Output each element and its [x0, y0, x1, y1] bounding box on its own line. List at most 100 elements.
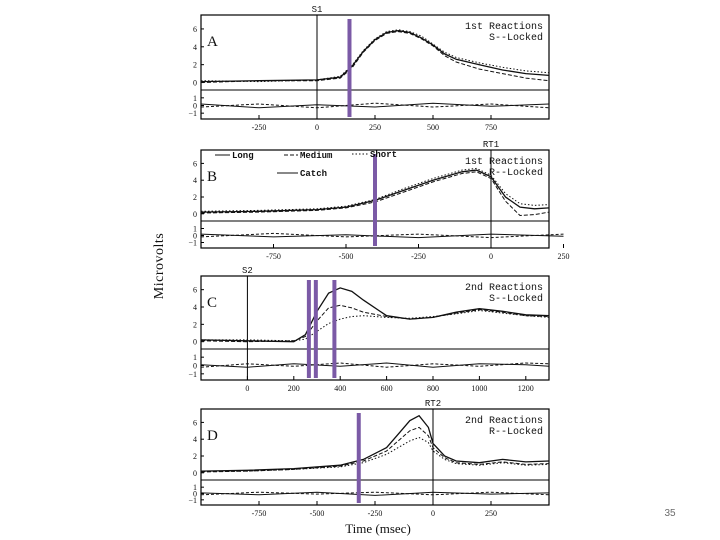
- panel-d-title-line2: R--Locked: [489, 426, 543, 438]
- slide-number: 35: [664, 508, 676, 519]
- panel-c-xtick-label: 1200: [518, 384, 534, 393]
- panel-a-upper-ytick-label: 4: [193, 43, 197, 52]
- legend-label-long: Long: [232, 151, 254, 161]
- panel-a-title-line2: S--Locked: [489, 32, 543, 44]
- legend-label-short: Short: [370, 150, 397, 160]
- panel-b-title-line2: R--Locked: [489, 167, 543, 179]
- panel-d-upper-ytick-label: 6: [193, 418, 197, 427]
- panel-c-latency-marker: [313, 280, 318, 378]
- panel-b-upper-ytick-label: 4: [193, 176, 197, 185]
- panel-d-xtick-label: 250: [485, 509, 497, 518]
- panel-a-title-line1: 1st Reactions: [465, 21, 543, 33]
- panel-b-lower-ytick-label: 0: [193, 232, 197, 241]
- panel-d-xtick-label: 0: [431, 509, 435, 518]
- panel-a-event-label: S1: [312, 5, 323, 15]
- panel-d-upper-ytick-label: 2: [193, 452, 197, 461]
- panel-d-upper-series-line: [200, 414, 550, 472]
- panel-a-lower-ytick-label: 0: [193, 102, 197, 111]
- panel-c-xtick-label: 1000: [471, 384, 487, 393]
- panel-d-title-line1: 2nd Reactions: [465, 415, 543, 427]
- panel-a-xtick-label: 750: [485, 123, 497, 132]
- panel-a-lower-series-line: [200, 102, 550, 109]
- panel-c-lower-ytick-label: 0: [193, 362, 197, 371]
- panel-a-lower-ytick-label: 1: [193, 94, 197, 103]
- panel-a-lower-series-line: [200, 102, 550, 109]
- panel-a-letter: A: [207, 34, 218, 50]
- panel-d-xtick-label: -250: [368, 509, 383, 518]
- panel-b-letter: B: [207, 169, 217, 185]
- panel-a-xtick-label: 250: [369, 123, 381, 132]
- panel-b-lower-ytick-label: 1: [193, 225, 197, 234]
- panel-d-latency-marker: [356, 413, 361, 503]
- panel-b-frame: [200, 149, 550, 249]
- panel-d-lower-series-line: [200, 491, 550, 496]
- legend-label-catch: Catch: [300, 169, 327, 179]
- panel-b-lower-series-line: [200, 232, 564, 239]
- panel-c-xtick-label: 0: [245, 384, 249, 393]
- panel-d-event-label: RT2: [425, 399, 441, 409]
- panel-d-lower-ytick-label: 1: [193, 483, 197, 492]
- panel-b-xtick-label: -500: [339, 252, 354, 261]
- panel-c-xtick-label: 200: [288, 384, 300, 393]
- panel-a-upper-ytick-label: 6: [193, 25, 197, 34]
- panel-c-upper-ytick-label: 4: [193, 303, 197, 312]
- panel-b-xtick-label: 0: [489, 252, 493, 261]
- panel-c-upper-ytick-label: 6: [193, 286, 197, 295]
- panel-a-xtick-label: -250: [252, 123, 267, 132]
- panel-b-upper-ytick-label: 6: [193, 159, 197, 168]
- panel-c-upper-ytick-label: 0: [193, 338, 197, 347]
- panel-c-upper-ytick-label: 2: [193, 320, 197, 329]
- panel-c-title-line2: S--Locked: [489, 293, 543, 305]
- panel-c-upper-series-line: [200, 287, 550, 343]
- panel-d-xtick-label: -750: [252, 509, 267, 518]
- panel-b-xtick-label: -750: [266, 252, 281, 261]
- x-axis-label: Time (msec): [345, 521, 411, 536]
- panel-b-upper-series-line: [200, 169, 550, 213]
- panel-c-xtick-label: 600: [381, 384, 393, 393]
- panel-b-lower-series-line: [200, 233, 564, 239]
- panel-d-upper-series-line: [201, 436, 550, 472]
- panel-d-upper-ytick-label: 4: [193, 435, 197, 444]
- panel-d-lower-ytick-label: −1: [188, 496, 197, 505]
- panel-d-upper-ytick-label: 0: [193, 469, 197, 478]
- panel-b-xtick-label: 250: [558, 252, 570, 261]
- panel-b-event-label: RT1: [483, 140, 499, 150]
- panel-c-latency-marker: [306, 280, 311, 378]
- panel-d-letter: D: [207, 428, 218, 444]
- panel-c-latency-marker: [332, 280, 337, 378]
- panel-a-lower-ytick-label: −1: [188, 109, 197, 118]
- panel-d-xtick-label: -500: [310, 509, 325, 518]
- panel-b-lower-ytick-label: −1: [188, 239, 197, 248]
- panel-b-upper-series-line: [200, 171, 550, 217]
- panel-a-latency-marker: [347, 19, 352, 117]
- panel-a-upper-series-line: [200, 30, 550, 83]
- panel-b-xtick-label: -250: [411, 252, 426, 261]
- panel-c-event-label: S2: [242, 266, 253, 276]
- panel-c-upper-series-line: [200, 304, 550, 343]
- panel-c-xtick-label: 800: [427, 384, 439, 393]
- panel-d-lower-series-line: [200, 491, 550, 496]
- panel-a-upper-ytick-label: 2: [193, 61, 197, 70]
- legend-label-medium: Medium: [300, 151, 333, 161]
- panel-c-lower-ytick-label: −1: [188, 370, 197, 379]
- panel-c-title-line1: 2nd Reactions: [465, 282, 543, 294]
- panel-c-lower-series-line: [200, 362, 550, 368]
- panel-c-lower-ytick-label: 1: [193, 353, 197, 362]
- panel-a-upper-series-line: [200, 31, 550, 83]
- panel-d-upper-series-line: [200, 426, 550, 473]
- panel-b-upper-ytick-label: 2: [193, 193, 197, 202]
- panel-c-letter: C: [207, 295, 217, 311]
- panel-a-upper-ytick-label: 0: [193, 79, 197, 88]
- panel-c-frame: [200, 275, 550, 381]
- panel-b-title-line1: 1st Reactions: [465, 156, 543, 168]
- y-axis-label: Microvolts: [152, 232, 167, 300]
- panel-b-upper-ytick-label: 0: [193, 210, 197, 219]
- panel-c-upper-series-line: [201, 309, 550, 342]
- panel-d-lower-ytick-label: 0: [193, 490, 197, 499]
- panel-b-latency-marker: [373, 154, 377, 246]
- panel-c-xtick-label: 400: [334, 384, 346, 393]
- panel-a-xtick-label: 500: [427, 123, 439, 132]
- panel-a-upper-series-line: [200, 29, 550, 83]
- panel-a-xtick-label: 0: [315, 123, 319, 132]
